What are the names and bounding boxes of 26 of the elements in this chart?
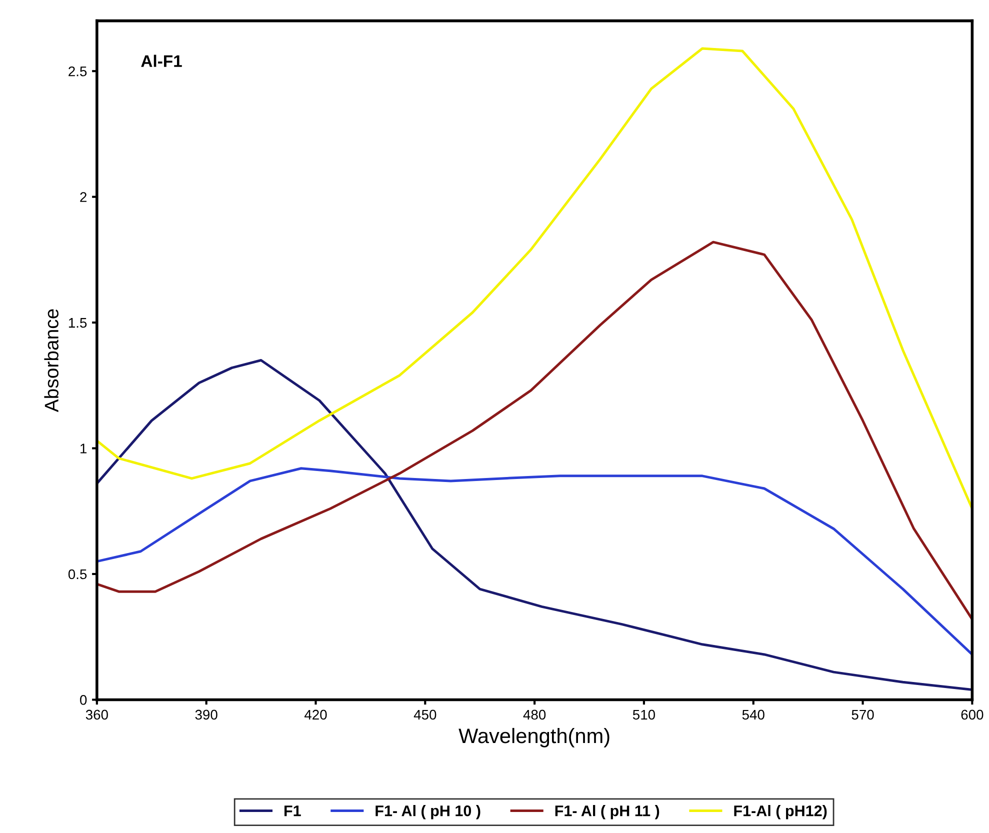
legend-label: F1- Al ( pH 10 ) bbox=[376, 805, 480, 820]
line-series bbox=[96, 47, 972, 510]
x-tick-label: 570 bbox=[852, 710, 874, 720]
y-tick-label: 0 bbox=[80, 695, 87, 705]
y-tick-label: 1 bbox=[80, 444, 87, 454]
x-tick-label: 390 bbox=[195, 710, 218, 720]
x-tick-label: 510 bbox=[632, 710, 656, 720]
x-tick-label: 450 bbox=[414, 710, 436, 720]
x-tick-label: 360 bbox=[86, 710, 108, 720]
legend-label: F1-Al ( pH12) bbox=[734, 805, 827, 820]
legend-label: F1- Al ( pH 11 ) bbox=[555, 805, 660, 820]
text: Al-F1 bbox=[141, 54, 182, 67]
y-tick-label: 0.5 bbox=[68, 569, 87, 580]
x-tick-label: 420 bbox=[304, 710, 327, 720]
y-tick-label: 2 bbox=[80, 192, 87, 202]
legend-label: F1 bbox=[284, 806, 301, 816]
line-series bbox=[96, 359, 972, 691]
line-series bbox=[96, 240, 972, 621]
y-tick-label: 1.5 bbox=[68, 318, 87, 328]
y-tick-label: 2.5 bbox=[68, 66, 87, 76]
x-tick-label: 480 bbox=[523, 710, 546, 720]
x-tick-label: 540 bbox=[742, 710, 764, 720]
x-axis-title: Wavelength(nm) bbox=[458, 728, 610, 748]
y-axis-title: Absorbance bbox=[44, 309, 58, 412]
x-tick-label: 600 bbox=[961, 710, 984, 720]
line-series bbox=[96, 467, 972, 656]
